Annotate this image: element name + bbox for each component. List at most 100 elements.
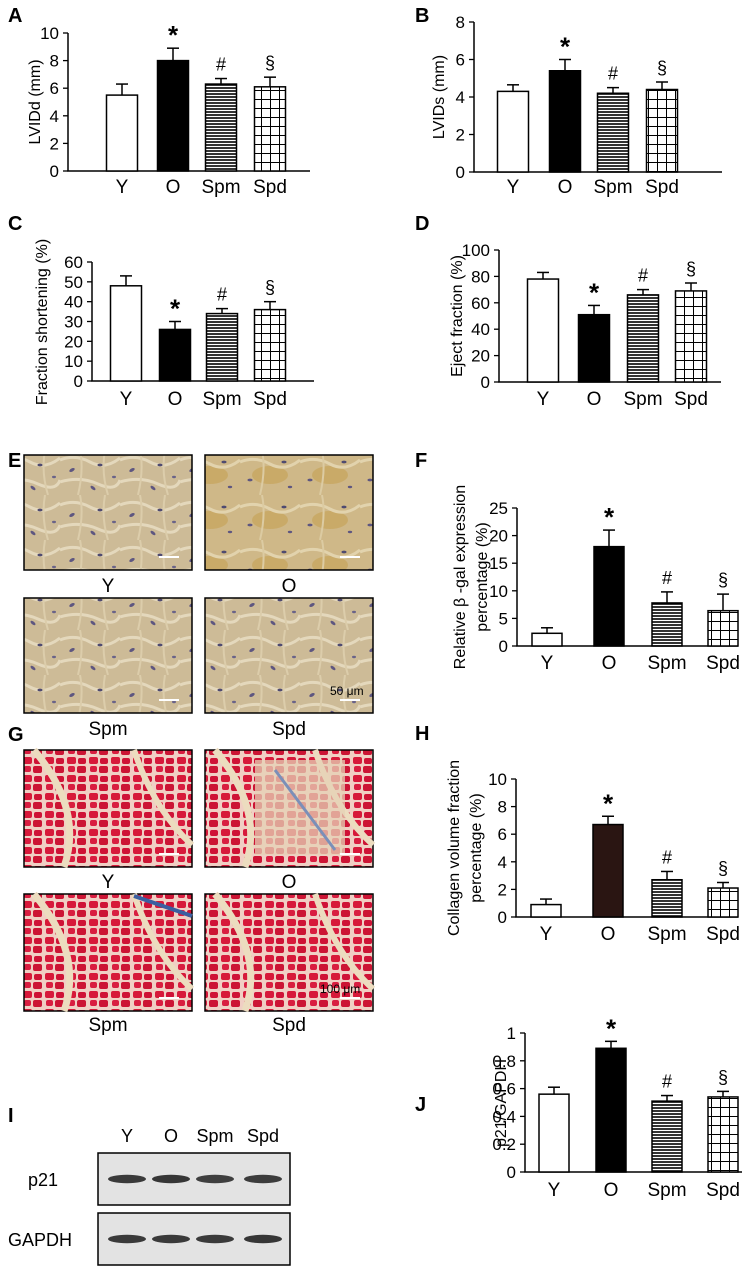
y-axis-label-F-line2: percentage (%) [474,522,491,631]
bar-F-Y [531,632,563,647]
collagen-strand [31,747,74,869]
micrograph-E-Spm [23,597,193,714]
y-tick-label-C: 40 [64,293,83,312]
bar-A-Spm [204,83,238,172]
y-tick-label-F: 25 [489,499,508,518]
category-label-J-Spm: Spm [647,1180,686,1201]
y-tick-label-D: 20 [471,347,490,366]
blot-band-p21-Y [108,1174,146,1184]
bar-H-O [592,823,624,918]
y-tick-label-F: 20 [489,527,508,546]
category-label-H-Y: Y [540,924,553,945]
category-label-A-Spm: Spm [201,177,240,198]
micrograph-label-G-O: O [282,872,297,893]
category-label-F-Spd: Spd [706,653,740,674]
y-tick-label-B: 8 [456,13,465,32]
bar-J-Y [538,1093,570,1173]
category-label-J-Y: Y [548,1180,561,1201]
category-label-J-O: O [604,1180,619,1201]
category-label-C-Y: Y [120,389,133,410]
bar-C-O [158,328,192,382]
category-label-B-O: O [558,177,573,198]
chart-A: A 0 2 4 6 8 10 LVIDd (mm) Y * O # Spm § Spd [8,5,310,198]
y-tick-label-J: 0.6 [492,1080,516,1099]
category-label-D-Spd: Spd [674,389,708,410]
bar-B-O [548,70,582,173]
panel-letter-E: E [8,450,21,472]
y-tick-label-D: 0 [481,373,490,392]
y-tick-label-B: 6 [456,51,465,70]
micrograph-label-E-Spd: Spd [272,719,306,740]
y-tick-label-H: 6 [498,825,507,844]
micrograph-E-O [204,454,374,571]
y-axis-label-D: Eject fraction (%) [449,255,466,377]
blot-lane-label-Spm: Spm [196,1126,233,1146]
y-tick-label-H: 0 [498,908,507,927]
y-tick-label-C: 50 [64,273,83,292]
y-tick-label-B: 0 [456,163,465,182]
significance-marker-F-O: * [604,502,615,532]
y-tick-label-D: 100 [462,241,490,260]
bar-A-Spd [253,86,287,172]
bar-J-O [595,1047,627,1173]
panel-letter-A: A [8,5,22,27]
y-tick-label-C: 30 [64,313,83,332]
blot-band-GAPDH-Spm [196,1234,234,1244]
blot-lane-label-Spd: Spd [247,1126,279,1146]
significance-marker-F-Spd: § [718,570,728,590]
bar-C-Spm [205,312,239,382]
micrograph-label-G-Y: Y [102,872,115,893]
significance-marker-A-Spm: # [216,55,226,75]
panel-letter-J: J [415,1094,426,1116]
category-label-J-Spd: Spd [706,1180,740,1201]
significance-marker-C-O: * [170,294,181,324]
category-label-A-Y: Y [116,177,129,198]
y-tick-label-H: 8 [498,798,507,817]
blot-band-GAPDH-O [152,1234,190,1244]
y-tick-label-H: 2 [498,880,507,899]
y-tick-label-J: 0.8 [492,1052,516,1071]
scale-bar-label-G: 100 μm [320,982,360,996]
significance-marker-C-Spm: # [217,285,227,305]
panel-I-western-blot: I Y O Spm Spd p21 GAPDH [8,1105,291,1266]
y-tick-label-J: 0.2 [492,1135,516,1154]
y-axis-label-H-line2: percentage (%) [468,793,485,902]
y-tick-label-D: 80 [471,267,490,286]
category-label-D-O: O [587,389,602,410]
blot-row-label-p21: p21 [28,1170,58,1190]
y-tick-label-A: 2 [50,134,59,153]
y-tick-label-F: 15 [489,554,508,573]
y-tick-label-C: 60 [64,253,83,272]
collagen-strand [212,747,255,869]
category-label-F-O: O [602,653,617,674]
y-tick-label-A: 10 [40,24,59,43]
category-label-F-Y: Y [541,653,554,674]
significance-marker-A-O: * [168,20,179,50]
y-tick-label-D: 60 [471,294,490,313]
bar-J-Spd [707,1096,739,1173]
panel-letter-G: G [8,724,24,746]
y-tick-label-J: 1 [507,1024,516,1043]
panel-letter-B: B [415,5,429,27]
collagen-strand [131,893,195,992]
significance-marker-C-Spd: § [265,278,275,298]
y-tick-label-A: 6 [50,79,59,98]
y-tick-label-H: 4 [498,853,507,872]
significance-marker-D-Spd: § [686,259,696,279]
bar-J-Spm [651,1100,683,1173]
significance-marker-B-Spm: # [608,64,618,84]
micrograph-E-Y [23,454,193,571]
micrograph-label-E-Spm: Spm [88,719,127,740]
collagen-strand [131,749,195,848]
category-label-B-Spd: Spd [645,177,679,198]
bar-B-Spd [645,88,679,173]
category-label-C-Spm: Spm [202,389,241,410]
y-tick-label-A: 0 [50,162,59,181]
chart-F: F 0 5 10 15 20 25 Relative β -gal expression per… [415,450,740,674]
bar-D-O [577,313,611,383]
collagen-blue [273,769,337,851]
blot-lane-label-O: O [164,1126,178,1146]
category-label-H-O: O [601,924,616,945]
bar-B-Y [496,90,530,173]
